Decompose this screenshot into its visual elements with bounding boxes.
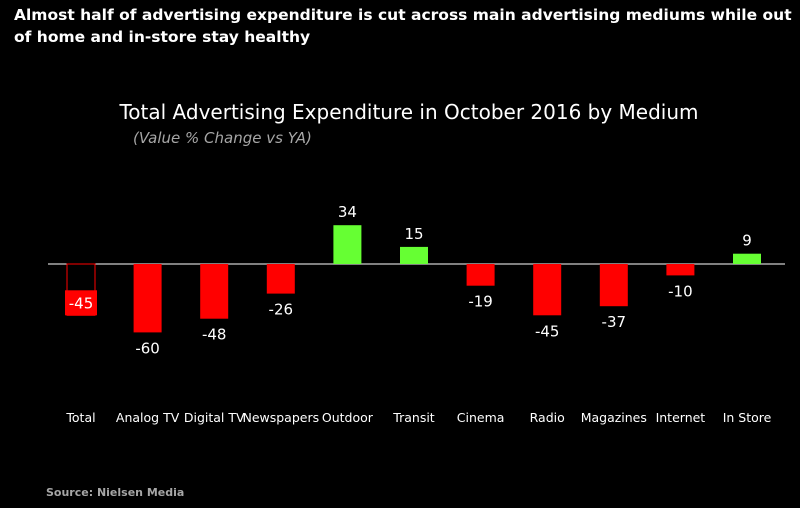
value-label-total: -45: [69, 294, 94, 312]
category-label-radio: Radio: [530, 410, 565, 425]
category-label-transit: Transit: [392, 410, 435, 425]
value-label-radio: -45: [535, 322, 560, 340]
bar-in-store: [733, 253, 761, 264]
headline: Almost half of advertising expenditure i…: [14, 6, 792, 46]
value-label-analog-tv: -60: [135, 339, 160, 357]
value-label-in-store: 9: [742, 232, 752, 250]
value-label-box-total: [65, 290, 97, 316]
chart-title: Total Advertising Expenditure in October…: [119, 100, 699, 124]
category-label-newspapers: Newspapers: [242, 410, 319, 425]
bar-analog-tv: [133, 264, 162, 333]
value-label-transit: 15: [404, 225, 423, 243]
value-label-outdoor: 34: [338, 203, 357, 221]
category-label-outdoor: Outdoor: [322, 410, 374, 425]
value-label-digital-tv: -48: [202, 326, 227, 344]
value-label-magazines: -37: [602, 313, 627, 331]
bar-internet: [666, 264, 695, 276]
bar-total: [66, 263, 96, 316]
source-note: Source: Nielsen Media: [46, 486, 185, 499]
category-label-analog-tv: Analog TV: [116, 410, 180, 425]
category-label-digital-tv: Digital TV: [184, 410, 245, 425]
bar-magazines: [599, 264, 628, 307]
bar-outdoor: [333, 225, 362, 264]
category-label-total: Total: [65, 410, 95, 425]
value-label-newspapers: -26: [269, 301, 294, 319]
category-label-in-store: In Store: [723, 410, 772, 425]
category-label-internet: Internet: [656, 410, 706, 425]
bar-newspapers: [266, 264, 295, 294]
category-label-cinema: Cinema: [457, 410, 505, 425]
bar-transit: [400, 246, 428, 264]
bar-cinema: [466, 264, 495, 286]
category-label-magazines: Magazines: [581, 410, 647, 425]
value-label-cinema: -19: [468, 293, 493, 311]
bar-digital-tv: [200, 264, 229, 319]
value-label-internet: -10: [668, 282, 693, 300]
bar-radio: [533, 264, 562, 316]
chart-subtitle: (Value % Change vs YA): [133, 129, 312, 147]
